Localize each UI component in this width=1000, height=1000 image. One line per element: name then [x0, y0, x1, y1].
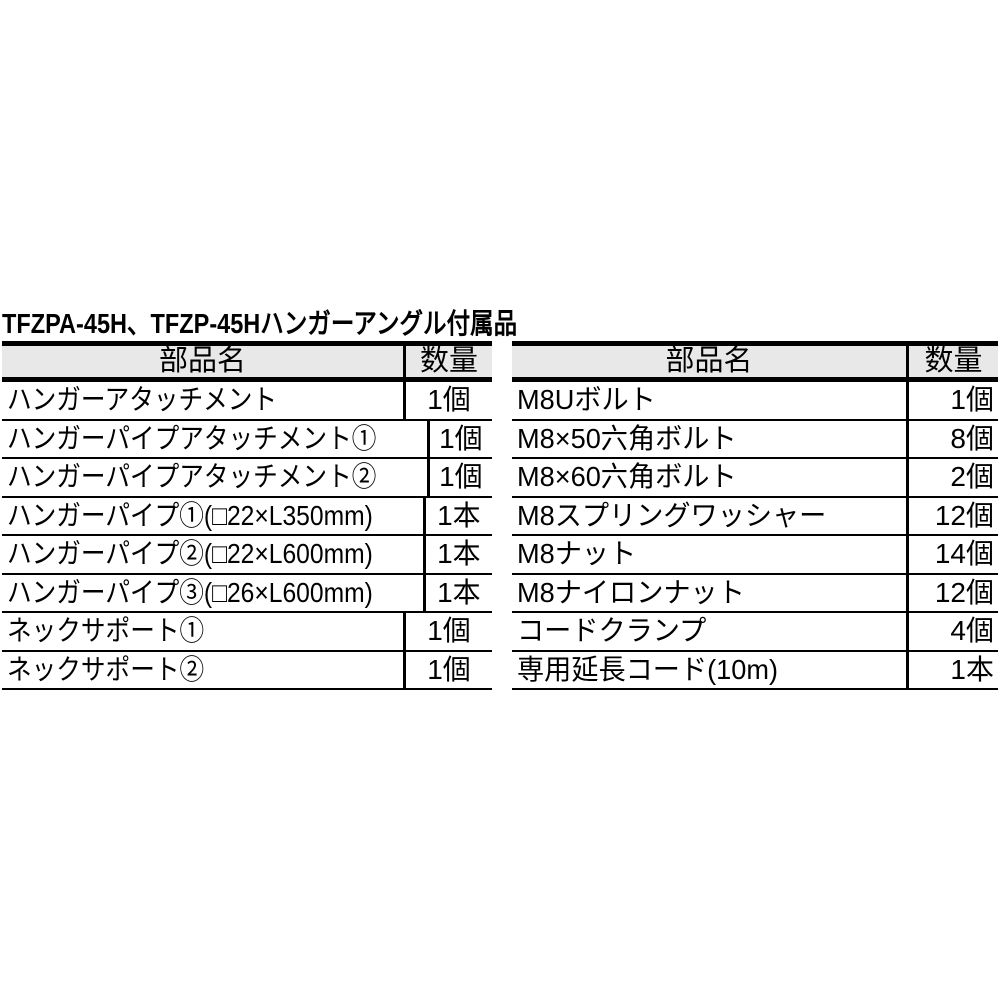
part-name-text: M8ナイロンナット: [517, 576, 745, 608]
quantity-cell: 14個: [906, 536, 998, 573]
quantity-cell: 4個: [906, 613, 998, 650]
quantity-cell: 1個: [906, 382, 998, 419]
table-row: M8ナイロンナット 12個: [512, 574, 998, 613]
part-name-text: ネックサポート①: [7, 615, 205, 646]
part-name-cell: ハンガーパイプ③(□26×L600mm): [2, 575, 423, 612]
part-name-text: ネックサポート②: [7, 653, 205, 685]
table-row: M8Uボルト 1個: [512, 382, 998, 421]
part-name-text: M8スプリングワッシャー: [517, 499, 827, 531]
part-name-text: ハンガーパイプ①(□22×L350mm): [7, 499, 373, 531]
quantity-cell: 1本: [422, 536, 492, 573]
part-name-cell: M8×60六角ボルト: [512, 459, 906, 496]
table-row: ハンガーアタッチメント 1個: [2, 382, 492, 421]
part-name-cell: コードクランプ: [512, 613, 906, 650]
part-name-text: ハンガーパイプアタッチメント①: [7, 422, 377, 454]
column-header-quantity: 数量: [906, 346, 998, 377]
table-row: M8×60六角ボルト 2個: [512, 459, 998, 498]
quantity-cell: 1個: [403, 613, 492, 650]
column-header-quantity: 数量: [403, 346, 492, 377]
page-title: TFZPA-45H、TFZP-45Hハンガーアングル付属品: [2, 308, 518, 339]
part-name-text: ハンガーパイプ②(□22×L600mm): [7, 538, 373, 569]
quantity-cell: 1個: [403, 382, 492, 419]
table-row: ハンガーパイプアタッチメント② 1個: [2, 459, 492, 498]
quantity-cell: 1本: [422, 574, 492, 611]
parts-table-left: 部品名 数量 ハンガーアタッチメント 1個 ハンガーパイプアタッチメント① 1個…: [2, 341, 492, 690]
part-name-cell: ハンガーアタッチメント: [2, 382, 403, 419]
part-name-text: ハンガーパイプ③(□26×L600mm): [7, 576, 373, 608]
part-name-cell: ハンガーパイプ②(□22×L600mm): [2, 536, 423, 573]
table-header-row: 部品名 数量: [2, 341, 492, 382]
part-name-cell: M8ナイロンナット: [512, 575, 906, 612]
part-name-cell: M8Uボルト: [512, 382, 906, 419]
quantity-cell: 8個: [906, 420, 998, 457]
column-header-part-name: 部品名: [158, 345, 246, 377]
part-name-cell: ネックサポート②: [2, 652, 403, 689]
table-row: ハンガーパイプ②(□22×L600mm) 1本: [2, 536, 492, 575]
table-row: ハンガーパイプアタッチメント① 1個: [2, 420, 492, 459]
quantity-cell: 12個: [906, 497, 998, 534]
part-name-cell: ネックサポート①: [2, 613, 403, 650]
part-name-text: ハンガーパイプアタッチメント②: [7, 461, 377, 492]
part-name-text: M8×50六角ボルト: [517, 422, 737, 454]
table-row: M8×50六角ボルト 8個: [512, 420, 998, 459]
part-name-cell: ハンガーパイプ①(□22×L350mm): [2, 498, 423, 535]
quantity-cell: 12個: [906, 574, 998, 611]
part-name-text: M8ナット: [517, 538, 637, 569]
quantity-cell: 1本: [906, 651, 998, 688]
part-name-cell: M8スプリングワッシャー: [512, 498, 906, 535]
parts-table-right: 部品名 数量 M8Uボルト 1個 M8×50六角ボルト 8個 M8×60六角ボル…: [512, 341, 998, 690]
table-row: M8ナット 14個: [512, 536, 998, 575]
table-row: M8スプリングワッシャー 12個: [512, 497, 998, 536]
part-name-cell: ハンガーパイプアタッチメント①: [2, 421, 427, 458]
table-row: ハンガーパイプ①(□22×L350mm) 1本: [2, 497, 492, 536]
quantity-cell: 1個: [426, 420, 492, 457]
table-row: 専用延長コード(10m) 1本: [512, 651, 998, 690]
part-name-text: ハンガーアタッチメント: [7, 384, 278, 415]
table-row: コードクランプ 4個: [512, 613, 998, 652]
quantity-cell: 1個: [403, 651, 492, 688]
quantity-cell: 1個: [426, 459, 492, 496]
part-name-text: M8×60六角ボルト: [517, 461, 737, 492]
column-header-part-name: 部品名: [665, 345, 753, 377]
part-name-cell: M8×50六角ボルト: [512, 421, 906, 458]
part-name-cell: ハンガーパイプアタッチメント②: [2, 459, 427, 496]
quantity-cell: 2個: [906, 459, 998, 496]
part-name-text: 専用延長コード(10m): [517, 653, 779, 685]
quantity-cell: 1本: [422, 497, 492, 534]
part-name-cell: 専用延長コード(10m): [512, 652, 906, 689]
table-row: ネックサポート① 1個: [2, 613, 492, 652]
table-header-row: 部品名 数量: [512, 341, 998, 382]
part-name-text: コードクランプ: [517, 615, 707, 646]
part-name-cell: M8ナット: [512, 536, 906, 573]
table-row: ハンガーパイプ③(□26×L600mm) 1本: [2, 574, 492, 613]
part-name-text: M8Uボルト: [517, 384, 656, 415]
table-row: ネックサポート② 1個: [2, 651, 492, 690]
